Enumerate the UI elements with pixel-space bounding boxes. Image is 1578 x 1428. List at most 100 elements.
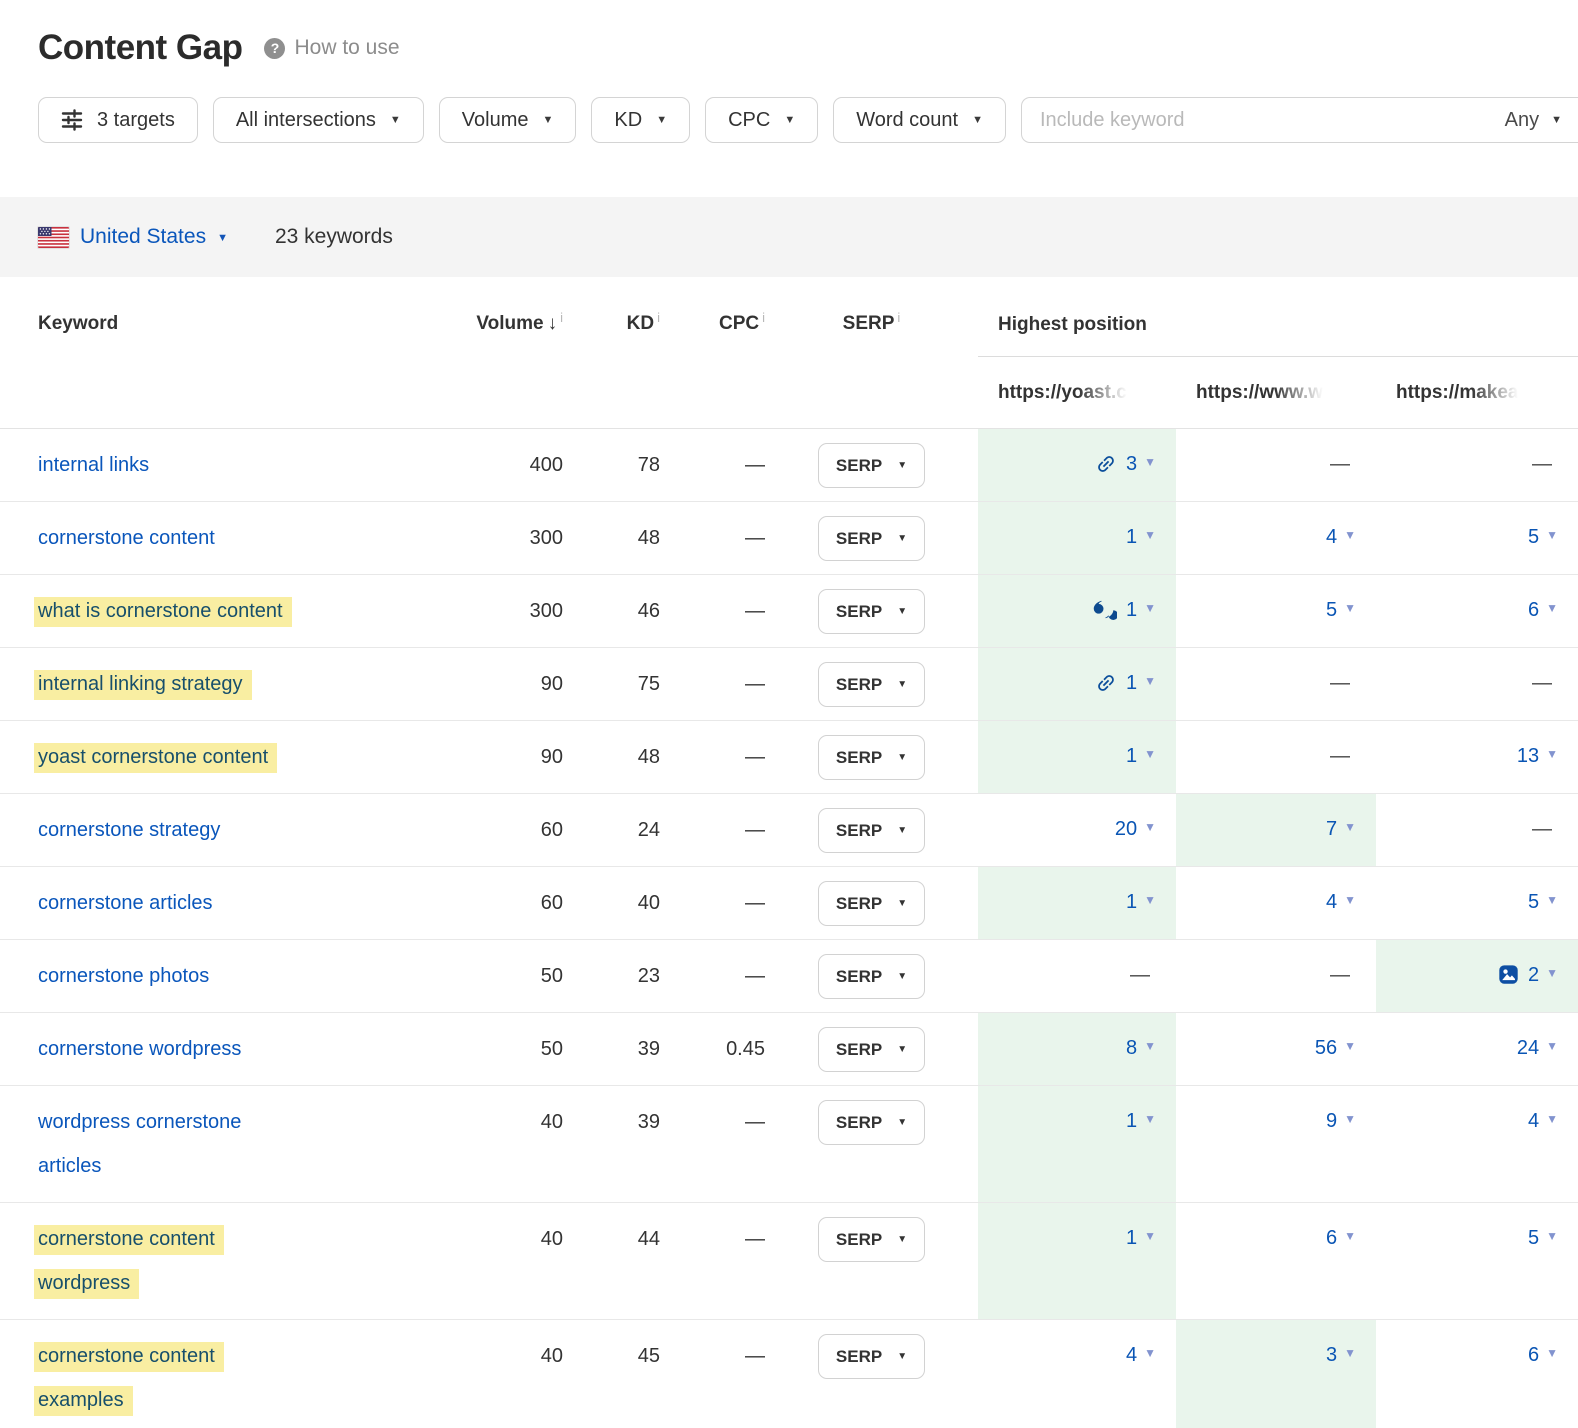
how-to-use-link[interactable]: ? How to use	[264, 36, 400, 60]
keyword-link[interactable]: cornerstone photos	[38, 965, 210, 987]
table-row: internal linking strategy 90 75 — SERP 1…	[0, 648, 1578, 721]
chevron-down-icon	[897, 460, 907, 471]
position-dropdown[interactable]: 1	[1095, 670, 1156, 696]
serp-button[interactable]: SERP	[817, 516, 926, 561]
target-url-header[interactable]: https://www.w	[1196, 381, 1324, 403]
position-dropdown[interactable]: 9	[1326, 1108, 1356, 1134]
include-keyword-input[interactable]	[1040, 108, 1493, 132]
kd-filter-button[interactable]: KD	[591, 97, 691, 143]
position-dropdown[interactable]: 4	[1126, 1342, 1156, 1368]
volume-filter-label: Volume	[461, 108, 529, 131]
target-url-header[interactable]: https://yoast.c	[998, 381, 1127, 403]
keyword-link[interactable]: what is cornerstone content	[34, 597, 292, 627]
position-value: 1	[1125, 599, 1138, 621]
serp-button[interactable]: SERP	[817, 881, 926, 926]
serp-button[interactable]: SERP	[817, 735, 926, 780]
volume-cell: 60	[540, 892, 563, 914]
position-dropdown[interactable]: 6	[1528, 597, 1558, 623]
keyword-link[interactable]: cornerstone content	[38, 527, 215, 549]
position-empty: —	[1330, 964, 1350, 986]
keyword-link[interactable]: cornerstone wordpress	[38, 1038, 242, 1060]
country-selector[interactable]: United States	[38, 225, 228, 249]
serp-button[interactable]: SERP	[817, 954, 926, 999]
position-dropdown[interactable]: 5	[1528, 524, 1558, 550]
position-dropdown[interactable]: 2	[1498, 962, 1558, 988]
position-dropdown[interactable]: 4	[1326, 524, 1356, 550]
keyword-cell: internal links	[0, 429, 440, 501]
column-header-volume[interactable]: Volume ↓ i	[476, 310, 563, 334]
position-dropdown[interactable]: 1	[1126, 1108, 1156, 1134]
position-dropdown[interactable]: 3	[1095, 451, 1156, 477]
position-dropdown[interactable]: 6	[1528, 1342, 1558, 1368]
targets-filter-label: 3 targets	[97, 108, 175, 131]
serp-button[interactable]: SERP	[817, 443, 926, 488]
keyword-link[interactable]: wordpress cornerstone articles	[38, 1111, 242, 1177]
serp-button[interactable]: SERP	[817, 662, 926, 707]
position-dropdown[interactable]: 5	[1528, 1225, 1558, 1251]
serp-button[interactable]: SERP	[817, 1334, 926, 1379]
keyword-link[interactable]: yoast cornerstone content	[34, 743, 278, 773]
position-value: 5	[1325, 599, 1338, 621]
position-dropdown[interactable]: 3	[1326, 1342, 1356, 1368]
kd-cell: 40	[637, 892, 660, 914]
table-body: internal links 400 78 — SERP 3—— corners…	[0, 429, 1578, 1428]
position-dropdown[interactable]: 56	[1315, 1035, 1356, 1061]
serp-button[interactable]: SERP	[817, 589, 926, 634]
kd-filter-label: KD	[614, 108, 643, 131]
serp-cell: SERP	[765, 867, 978, 939]
position-dropdown[interactable]: 1	[1126, 889, 1156, 915]
cpc-filter-button[interactable]: CPC	[705, 97, 819, 143]
keyword-link[interactable]: internal links	[38, 454, 150, 476]
info-icon[interactable]: i	[657, 310, 660, 325]
keyword-link[interactable]: cornerstone articles	[38, 892, 213, 914]
chevron-down-icon	[897, 1117, 907, 1128]
chevron-down-icon	[897, 1044, 907, 1055]
position-value: 3	[1325, 1344, 1338, 1366]
position-dropdown[interactable]: 7	[1326, 816, 1356, 842]
column-header-kd[interactable]: KD i	[626, 310, 660, 334]
info-icon[interactable]: i	[762, 310, 765, 325]
position-dropdown[interactable]: 4	[1326, 889, 1356, 915]
serp-button[interactable]: SERP	[817, 1100, 926, 1145]
keyword-link[interactable]: cornerstone strategy	[38, 819, 221, 841]
position-dropdown[interactable]: 1	[1126, 1225, 1156, 1251]
serp-button[interactable]: SERP	[817, 1027, 926, 1072]
target-url-header[interactable]: https://makea	[1396, 381, 1519, 403]
word-count-filter-button[interactable]: Word count	[833, 97, 1006, 143]
keyword-match-mode-select[interactable]: Any	[1505, 109, 1562, 132]
chevron-down-icon	[897, 533, 907, 544]
chevron-down-icon	[543, 114, 554, 126]
column-header-serp[interactable]: SERP i	[842, 310, 901, 334]
position-dropdown[interactable]: 1	[1126, 743, 1156, 769]
intersections-filter-button[interactable]: All intersections	[212, 97, 424, 143]
info-icon[interactable]: i	[560, 310, 563, 325]
serp-button[interactable]: SERP	[817, 1217, 926, 1262]
keyword-link[interactable]: cornerstone content examples	[34, 1342, 224, 1416]
keyword-link[interactable]: cornerstone content wordpress	[34, 1225, 224, 1299]
targets-filter-button[interactable]: 3 targets	[38, 97, 198, 143]
position-cell: 1	[978, 1086, 1176, 1202]
caret-down-icon	[1546, 893, 1558, 907]
serp-button[interactable]: SERP	[817, 808, 926, 853]
position-dropdown[interactable]: 20	[1115, 816, 1156, 842]
column-header-cpc[interactable]: CPC i	[718, 310, 765, 334]
position-dropdown[interactable]: 1	[1090, 597, 1156, 623]
chevron-down-icon	[897, 1234, 907, 1245]
keyword-link[interactable]: internal linking strategy	[34, 670, 252, 700]
column-header-keyword[interactable]: Keyword	[38, 313, 119, 334]
keyword-cell: cornerstone articles	[0, 867, 440, 939]
position-dropdown[interactable]: 8	[1126, 1035, 1156, 1061]
position-dropdown[interactable]: 4	[1528, 1108, 1558, 1134]
position-dropdown[interactable]: 1	[1126, 524, 1156, 550]
position-dropdown[interactable]: 5	[1528, 889, 1558, 915]
position-dropdown[interactable]: 24	[1517, 1035, 1558, 1061]
position-dropdown[interactable]: 13	[1517, 743, 1558, 769]
position-dropdown[interactable]: 6	[1326, 1225, 1356, 1251]
info-icon[interactable]: i	[897, 310, 901, 325]
volume-filter-button[interactable]: Volume	[438, 97, 577, 143]
position-value: 5	[1527, 526, 1540, 548]
position-dropdown[interactable]: 5	[1326, 597, 1356, 623]
chevron-down-icon	[656, 114, 667, 126]
caret-down-icon	[1144, 893, 1156, 907]
serp-cell: SERP	[765, 940, 978, 1012]
